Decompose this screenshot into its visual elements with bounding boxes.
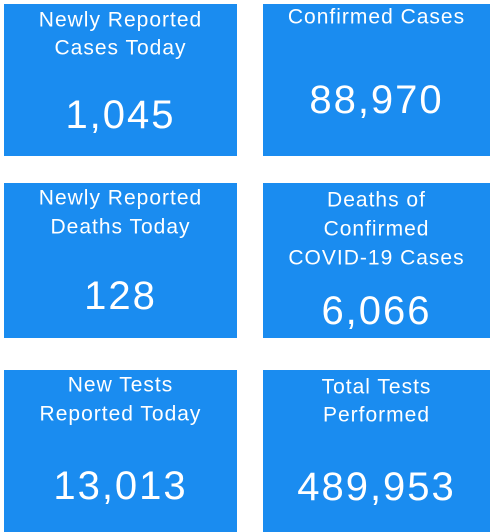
- tile-value: 88,970: [309, 78, 444, 122]
- tile-title: Deaths Today: [50, 215, 191, 239]
- tile-title: New Tests: [67, 373, 174, 397]
- tile-title: Confirmed Cases: [287, 5, 466, 29]
- tile-title: Newly Reported: [38, 186, 203, 210]
- tile-value: 13,013: [53, 464, 188, 508]
- tile-value: 1,045: [65, 93, 176, 137]
- stat-tile: Confirmed Cases 88,970: [263, 4, 490, 156]
- stat-tile: Newly Reported Deaths Today 128: [4, 183, 237, 338]
- stat-tile: New Tests Reported Today 13,013: [4, 370, 237, 532]
- tile-value: 128: [84, 274, 157, 318]
- stat-tile: Total Tests Performed 489,953: [263, 370, 490, 532]
- tile-title: Deaths of: [327, 188, 426, 212]
- tile-value: 489,953: [297, 465, 456, 509]
- tile-title: COVID-19 Cases: [288, 246, 465, 270]
- tile-title: Newly Reported: [38, 8, 203, 32]
- stat-tile: Deaths of Confirmed COVID-19 Cases 6,066: [263, 183, 490, 338]
- tile-value: 6,066: [321, 289, 432, 333]
- tile-title: Reported Today: [39, 402, 202, 426]
- tile-title: Total Tests: [321, 375, 432, 399]
- tile-title: Confirmed: [323, 217, 430, 241]
- stat-tile: Newly Reported Cases Today 1,045: [4, 4, 237, 156]
- tile-title: Cases Today: [54, 36, 187, 60]
- tile-title: Performed: [322, 403, 431, 427]
